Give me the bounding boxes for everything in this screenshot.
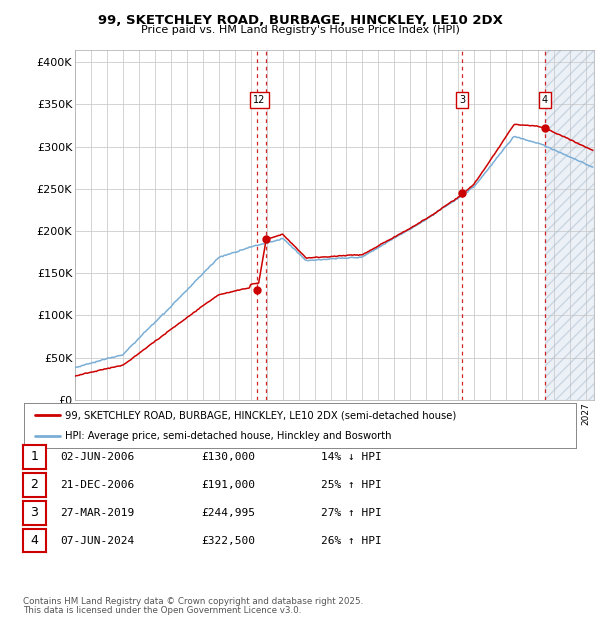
Text: 25% ↑ HPI: 25% ↑ HPI bbox=[321, 480, 382, 490]
Text: £191,000: £191,000 bbox=[201, 480, 255, 490]
Text: HPI: Average price, semi-detached house, Hinckley and Bosworth: HPI: Average price, semi-detached house,… bbox=[65, 430, 392, 441]
Text: Price paid vs. HM Land Registry's House Price Index (HPI): Price paid vs. HM Land Registry's House … bbox=[140, 25, 460, 35]
Text: 07-JUN-2024: 07-JUN-2024 bbox=[60, 536, 134, 546]
Text: Contains HM Land Registry data © Crown copyright and database right 2025.: Contains HM Land Registry data © Crown c… bbox=[23, 596, 363, 606]
Text: 02-JUN-2006: 02-JUN-2006 bbox=[60, 452, 134, 462]
Bar bbox=[545, 50, 594, 400]
Text: 14% ↓ HPI: 14% ↓ HPI bbox=[321, 452, 382, 462]
Text: 3: 3 bbox=[459, 95, 465, 105]
Text: 27-MAR-2019: 27-MAR-2019 bbox=[60, 508, 134, 518]
Text: This data is licensed under the Open Government Licence v3.0.: This data is licensed under the Open Gov… bbox=[23, 606, 301, 615]
Text: 99, SKETCHLEY ROAD, BURBAGE, HINCKLEY, LE10 2DX: 99, SKETCHLEY ROAD, BURBAGE, HINCKLEY, L… bbox=[98, 14, 502, 27]
Text: £322,500: £322,500 bbox=[201, 536, 255, 546]
Text: 21-DEC-2006: 21-DEC-2006 bbox=[60, 480, 134, 490]
Text: 27% ↑ HPI: 27% ↑ HPI bbox=[321, 508, 382, 518]
Text: 4: 4 bbox=[30, 534, 38, 547]
Text: 2: 2 bbox=[30, 479, 38, 491]
Text: £244,995: £244,995 bbox=[201, 508, 255, 518]
Text: 12: 12 bbox=[253, 95, 266, 105]
Bar bbox=[545, 50, 594, 400]
Text: 3: 3 bbox=[30, 507, 38, 519]
Text: £130,000: £130,000 bbox=[201, 452, 255, 462]
Text: 99, SKETCHLEY ROAD, BURBAGE, HINCKLEY, LE10 2DX (semi-detached house): 99, SKETCHLEY ROAD, BURBAGE, HINCKLEY, L… bbox=[65, 410, 457, 420]
Text: 1: 1 bbox=[30, 451, 38, 463]
Text: 26% ↑ HPI: 26% ↑ HPI bbox=[321, 536, 382, 546]
Text: 4: 4 bbox=[542, 95, 548, 105]
